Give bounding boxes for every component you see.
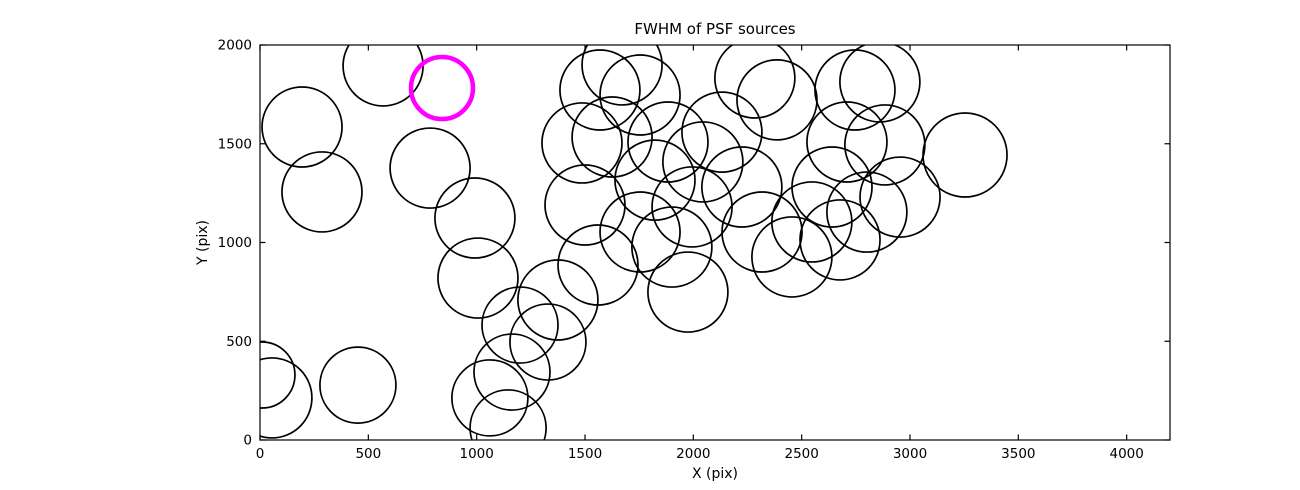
psf-source-circle <box>389 127 471 209</box>
y-axis-label: Y (pix) <box>195 220 211 266</box>
x-axis-label: X (pix) <box>692 466 738 482</box>
psf-source-circle <box>651 166 733 248</box>
y-tick-label: 1500 <box>218 136 252 152</box>
psf-source-circle <box>681 91 763 173</box>
psf-source-circle <box>557 224 639 306</box>
x-tick-label: 1000 <box>459 446 493 462</box>
y-tick-label: 2000 <box>218 38 252 54</box>
x-tick-label: 1500 <box>568 446 602 462</box>
highlighted-psf-source-circle <box>408 54 476 122</box>
psf-source-circle <box>260 341 296 409</box>
y-tick-label: 1000 <box>218 235 252 251</box>
psf-source-circle <box>319 346 397 424</box>
data-points-layer <box>260 45 1008 440</box>
psf-source-circle <box>791 146 873 228</box>
chart-title: FWHM of PSF sources <box>634 20 795 38</box>
psf-source-circle <box>581 45 663 106</box>
psf-source-circle <box>260 357 313 439</box>
x-tick-label: 2000 <box>676 446 710 462</box>
psf-source-circle <box>826 171 908 253</box>
psf-source-circle <box>451 359 529 437</box>
x-tick-label: 0 <box>256 446 265 462</box>
psf-source-circle <box>544 164 626 246</box>
x-tick-label: 4000 <box>1109 446 1143 462</box>
y-tick-label: 500 <box>226 334 252 350</box>
x-tick-label: 2500 <box>784 446 818 462</box>
x-tick-label: 3500 <box>1001 446 1035 462</box>
psf-source-circle <box>559 49 641 131</box>
psf-source-circle <box>261 86 343 168</box>
psf-source-circle <box>473 333 551 411</box>
psf-source-circle <box>571 96 653 178</box>
psf-source-circle <box>627 101 709 183</box>
psf-source-circle <box>839 45 921 123</box>
tick-labels-layer: 0 500 1000 1500 2000 2500 3000 3500 4000 0 500 1000… <box>218 38 1144 463</box>
tick-marks-layer <box>259 44 1170 441</box>
psf-source-circle <box>469 389 547 440</box>
psf-source-circle <box>509 303 587 381</box>
plot-area <box>260 45 1170 440</box>
y-tick-label: 0 <box>243 433 252 449</box>
psf-source-circle <box>437 237 519 319</box>
psf-source-circle <box>714 45 796 119</box>
psf-source-circle <box>281 151 363 233</box>
psf-source-circle <box>701 146 783 228</box>
x-tick-label: 3000 <box>893 446 927 462</box>
psf-source-circle <box>434 177 516 259</box>
psf-source-circle <box>721 191 803 273</box>
psf-source-circle <box>631 206 713 288</box>
psf-source-circle <box>806 101 888 183</box>
psf-source-circle <box>599 54 681 136</box>
psf-source-circle <box>541 102 623 184</box>
psf-source-circle <box>844 104 926 186</box>
psf-source-circle <box>859 156 941 238</box>
psf-source-circle <box>647 251 729 333</box>
x-tick-label: 500 <box>355 446 381 462</box>
psf-source-circle <box>799 199 881 281</box>
